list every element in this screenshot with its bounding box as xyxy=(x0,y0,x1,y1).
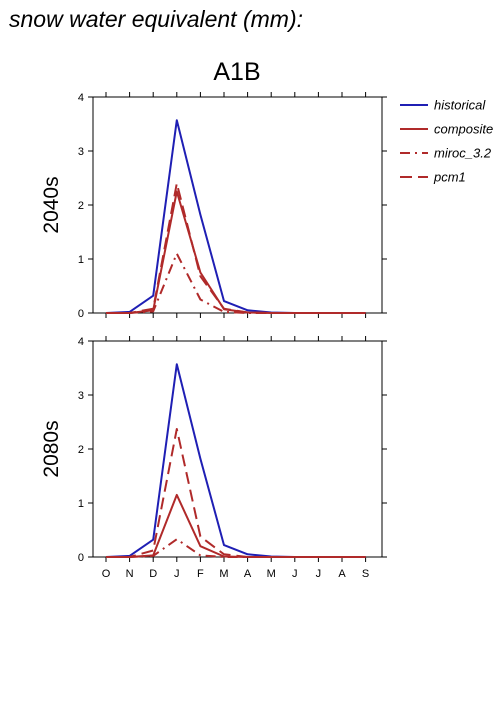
y-axis-label: 2080s xyxy=(40,420,63,477)
x-tick-label: S xyxy=(362,568,369,580)
x-tick-label: J xyxy=(316,568,322,580)
x-tick-label: O xyxy=(102,568,111,580)
y-tick-label: 4 xyxy=(78,92,84,104)
series-line-miroc-3-2 xyxy=(106,252,366,314)
chart-panel-2040s: 0 1 2 3 4 2040s historical composite miroc_3.2pc… xyxy=(40,92,493,320)
y-tick-label: 0 xyxy=(78,308,84,320)
plot-frame xyxy=(92,340,383,558)
legend-label: composite xyxy=(434,122,493,137)
x-tick-label: J xyxy=(174,568,180,580)
legend: historical composite miroc_3.2 pcm1 xyxy=(400,98,493,185)
y-tick-label: 4 xyxy=(78,336,84,348)
y-tick-label: 2 xyxy=(78,444,84,456)
series-line-composite xyxy=(106,493,366,558)
series-line-composite xyxy=(106,190,366,314)
legend-label: pcm1 xyxy=(433,170,466,185)
legend-label: miroc_3.2 xyxy=(434,146,492,161)
x-tick-label: M xyxy=(219,568,228,580)
y-tick-label: 2 xyxy=(78,200,84,212)
y-tick-label: 1 xyxy=(78,254,84,266)
x-tick-label: A xyxy=(338,568,346,580)
legend-label: historical xyxy=(434,98,486,113)
chart-subtitle: A1B xyxy=(213,58,260,86)
series-line-historical xyxy=(105,119,366,314)
y-tick-label: 0 xyxy=(78,552,84,564)
x-tick-label: D xyxy=(149,568,157,580)
figure-title: snow water equivalent (mm): xyxy=(9,6,303,32)
x-tick-label: A xyxy=(244,568,252,580)
plot-frame xyxy=(92,96,383,314)
y-tick-label: 3 xyxy=(78,146,84,158)
y-axis-label: 2040s xyxy=(40,176,63,233)
x-tick-label: F xyxy=(197,568,204,580)
series-line-historical xyxy=(105,363,366,558)
series-line-pcm1 xyxy=(106,428,366,558)
series-line-miroc-3-2 xyxy=(106,538,366,558)
y-tick-label: 1 xyxy=(78,498,84,510)
x-tick-label: M xyxy=(267,568,276,580)
series-line-pcm1 xyxy=(106,182,366,314)
chart-panel-2080s: 0 1 2 3 4 O N D J F M A M J J A S 2080s xyxy=(40,336,387,580)
x-tick-label: N xyxy=(126,568,134,580)
x-tick-label: J xyxy=(292,568,298,580)
y-tick-label: 3 xyxy=(78,390,84,402)
